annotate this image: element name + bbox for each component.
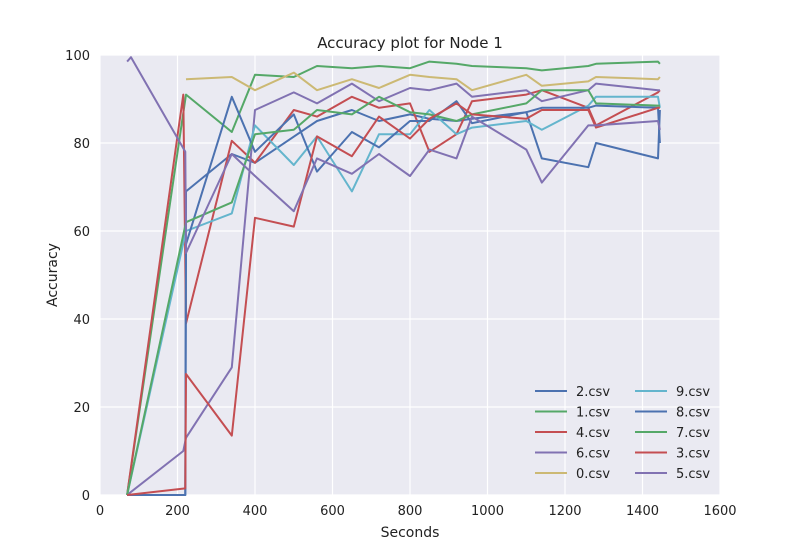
y-tick-label: 100 — [65, 49, 90, 64]
y-tick-labels: 0 20 40 60 80 100 — [65, 49, 90, 504]
legend-label: 7.csv — [676, 426, 710, 441]
series-line-2-csv — [127, 109, 661, 496]
x-tick-labels: 0 200 400 600 800 1000 1200 1400 1600 — [96, 504, 737, 519]
x-tick-label: 0 — [96, 504, 104, 519]
legend-label: 0.csv — [576, 467, 610, 482]
x-tick-label: 1000 — [471, 504, 504, 519]
legend-label: 6.csv — [576, 447, 610, 462]
series-line-5-csv — [126, 56, 661, 254]
legend-label: 9.csv — [676, 385, 710, 400]
legend-label: 4.csv — [576, 426, 610, 441]
legend-label: 3.csv — [676, 447, 710, 462]
series-line-1-csv — [126, 60, 661, 496]
legend-label: 8.csv — [676, 406, 710, 421]
chart-title: Accuracy plot for Node 1 — [317, 34, 503, 52]
x-axis-label: Seconds — [381, 525, 440, 541]
x-tick-label: 800 — [398, 504, 423, 519]
x-tick-label: 400 — [243, 504, 268, 519]
y-axis-label: Accuracy — [45, 243, 61, 307]
series-line-3-csv — [126, 102, 660, 496]
x-tick-label: 200 — [165, 504, 190, 519]
legend-label: 2.csv — [576, 385, 610, 400]
series-line-0-csv — [185, 71, 661, 92]
legend-label: 5.csv — [676, 467, 710, 482]
series-line-7-csv — [126, 89, 660, 496]
series-lines — [126, 56, 661, 496]
x-tick-label: 600 — [320, 504, 345, 519]
x-tick-label: 1400 — [626, 504, 659, 519]
legend-label: 1.csv — [576, 406, 610, 421]
y-tick-label: 40 — [73, 313, 90, 328]
y-tick-label: 60 — [73, 225, 90, 240]
series-line-8-csv — [127, 95, 661, 496]
y-tick-label: 0 — [82, 489, 90, 504]
x-tick-label: 1200 — [548, 504, 581, 519]
y-tick-label: 80 — [73, 137, 90, 152]
legend: 2.csv 1.csv 4.csv 6.csv 0.csv 9.csv 8.csv 7.csv… — [535, 385, 710, 482]
x-tick-label: 1600 — [703, 504, 736, 519]
y-tick-label: 20 — [73, 401, 90, 416]
